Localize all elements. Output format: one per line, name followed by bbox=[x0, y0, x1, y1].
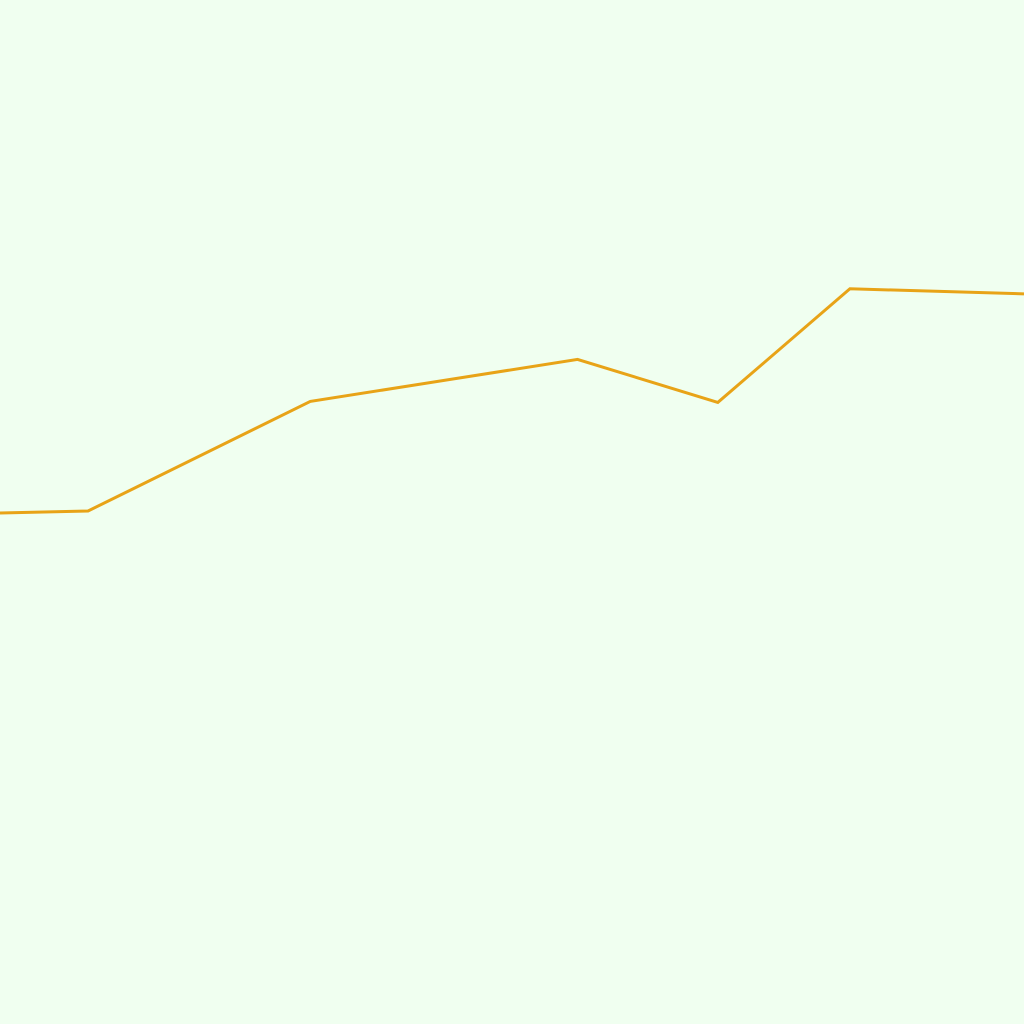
series-0-line bbox=[0, 287, 1024, 515]
series-layer bbox=[0, 287, 1024, 515]
